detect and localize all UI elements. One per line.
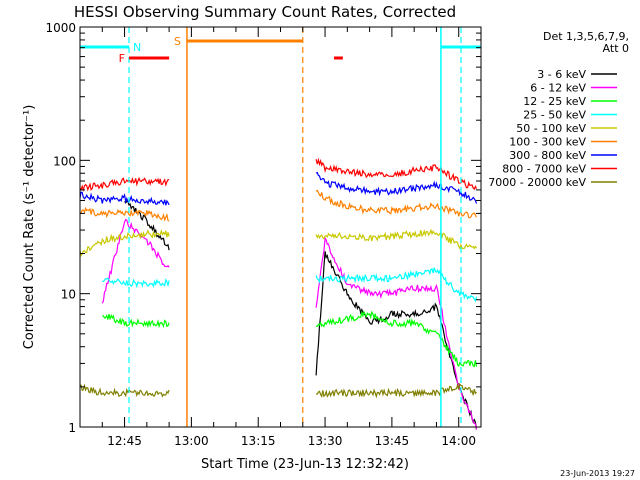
- legend-entry-9: 7000 - 20000 keV: [488, 176, 586, 189]
- night-label: N: [133, 41, 141, 54]
- series-line-9-pre: [79, 383, 170, 398]
- data-layer: [79, 157, 478, 430]
- series-line-3-pre: [102, 313, 170, 329]
- legend-entry-2: 6 - 12 keV: [530, 82, 586, 95]
- legend-title-line-1: Det 1,3,5,6,7,9,: [543, 30, 629, 43]
- x-tick-label-3: 13:15: [241, 434, 276, 448]
- legend-entry-5: 50 - 100 keV: [516, 122, 586, 135]
- y-tick-label-4: 1000: [45, 21, 76, 35]
- legend-title-line-2: Att 0: [603, 42, 629, 55]
- series-line-5-post: [315, 228, 477, 250]
- series-line-6-post: [315, 189, 478, 219]
- series-line-2-post: [315, 236, 478, 430]
- x-tick-label-1: 12:45: [107, 434, 142, 448]
- y-tick-label-3: 100: [53, 154, 76, 168]
- series-line-2-pre: [101, 218, 170, 304]
- footer-date: 23-Jun-2013 19:27: [560, 469, 635, 478]
- flare-label: F: [119, 52, 125, 65]
- x-tick-label-2: 13:00: [174, 434, 209, 448]
- x-axis-label: Start Time (23-Jun-13 12:32:42): [201, 457, 409, 472]
- series-line-4-pre: [102, 277, 170, 289]
- series-line-8-pre: [79, 176, 170, 193]
- series-line-1-pre: [124, 200, 170, 251]
- legend-entry-6: 100 - 300 keV: [509, 136, 586, 149]
- saa-label: S: [174, 35, 181, 48]
- series-line-1-post: [315, 251, 478, 430]
- x-tick-label-6: 14:00: [441, 434, 476, 448]
- legend-entry-3: 12 - 25 keV: [523, 95, 586, 108]
- flag-layer: S NF: [80, 27, 481, 427]
- legend-entry-7: 300 - 800 keV: [509, 149, 586, 162]
- series-line-7-pre: [79, 191, 170, 206]
- legend-entry-4: 25 - 50 keV: [523, 109, 586, 122]
- x-tick-label-4: 13:30: [308, 434, 343, 448]
- series-line-6-pre: [79, 206, 170, 222]
- series-line-5-pre: [79, 228, 170, 258]
- series-line-7-post: [315, 171, 478, 204]
- legend-entry-1: 3 - 6 keV: [537, 68, 586, 81]
- axis-layer: 1 10 100 1000 12:45 13:00 13:15 13:30 13:45 14:00: [45, 21, 482, 448]
- series-line-8-post: [315, 157, 478, 191]
- series-line-4-post: [315, 267, 478, 303]
- series-line-9-post: [316, 382, 477, 399]
- y-axis-label: Corrected Count Rate (s⁻¹ detector⁻¹): [22, 105, 37, 350]
- legend-entry-8: 800 - 7000 keV: [502, 163, 586, 176]
- chart-title: HESSI Observing Summary Count Rates, Cor…: [74, 3, 456, 21]
- y-tick-label-1: 1: [68, 421, 76, 435]
- x-tick-label-5: 13:45: [375, 434, 410, 448]
- series-line-3-post: [316, 310, 478, 368]
- y-tick-label-2: 10: [61, 288, 76, 302]
